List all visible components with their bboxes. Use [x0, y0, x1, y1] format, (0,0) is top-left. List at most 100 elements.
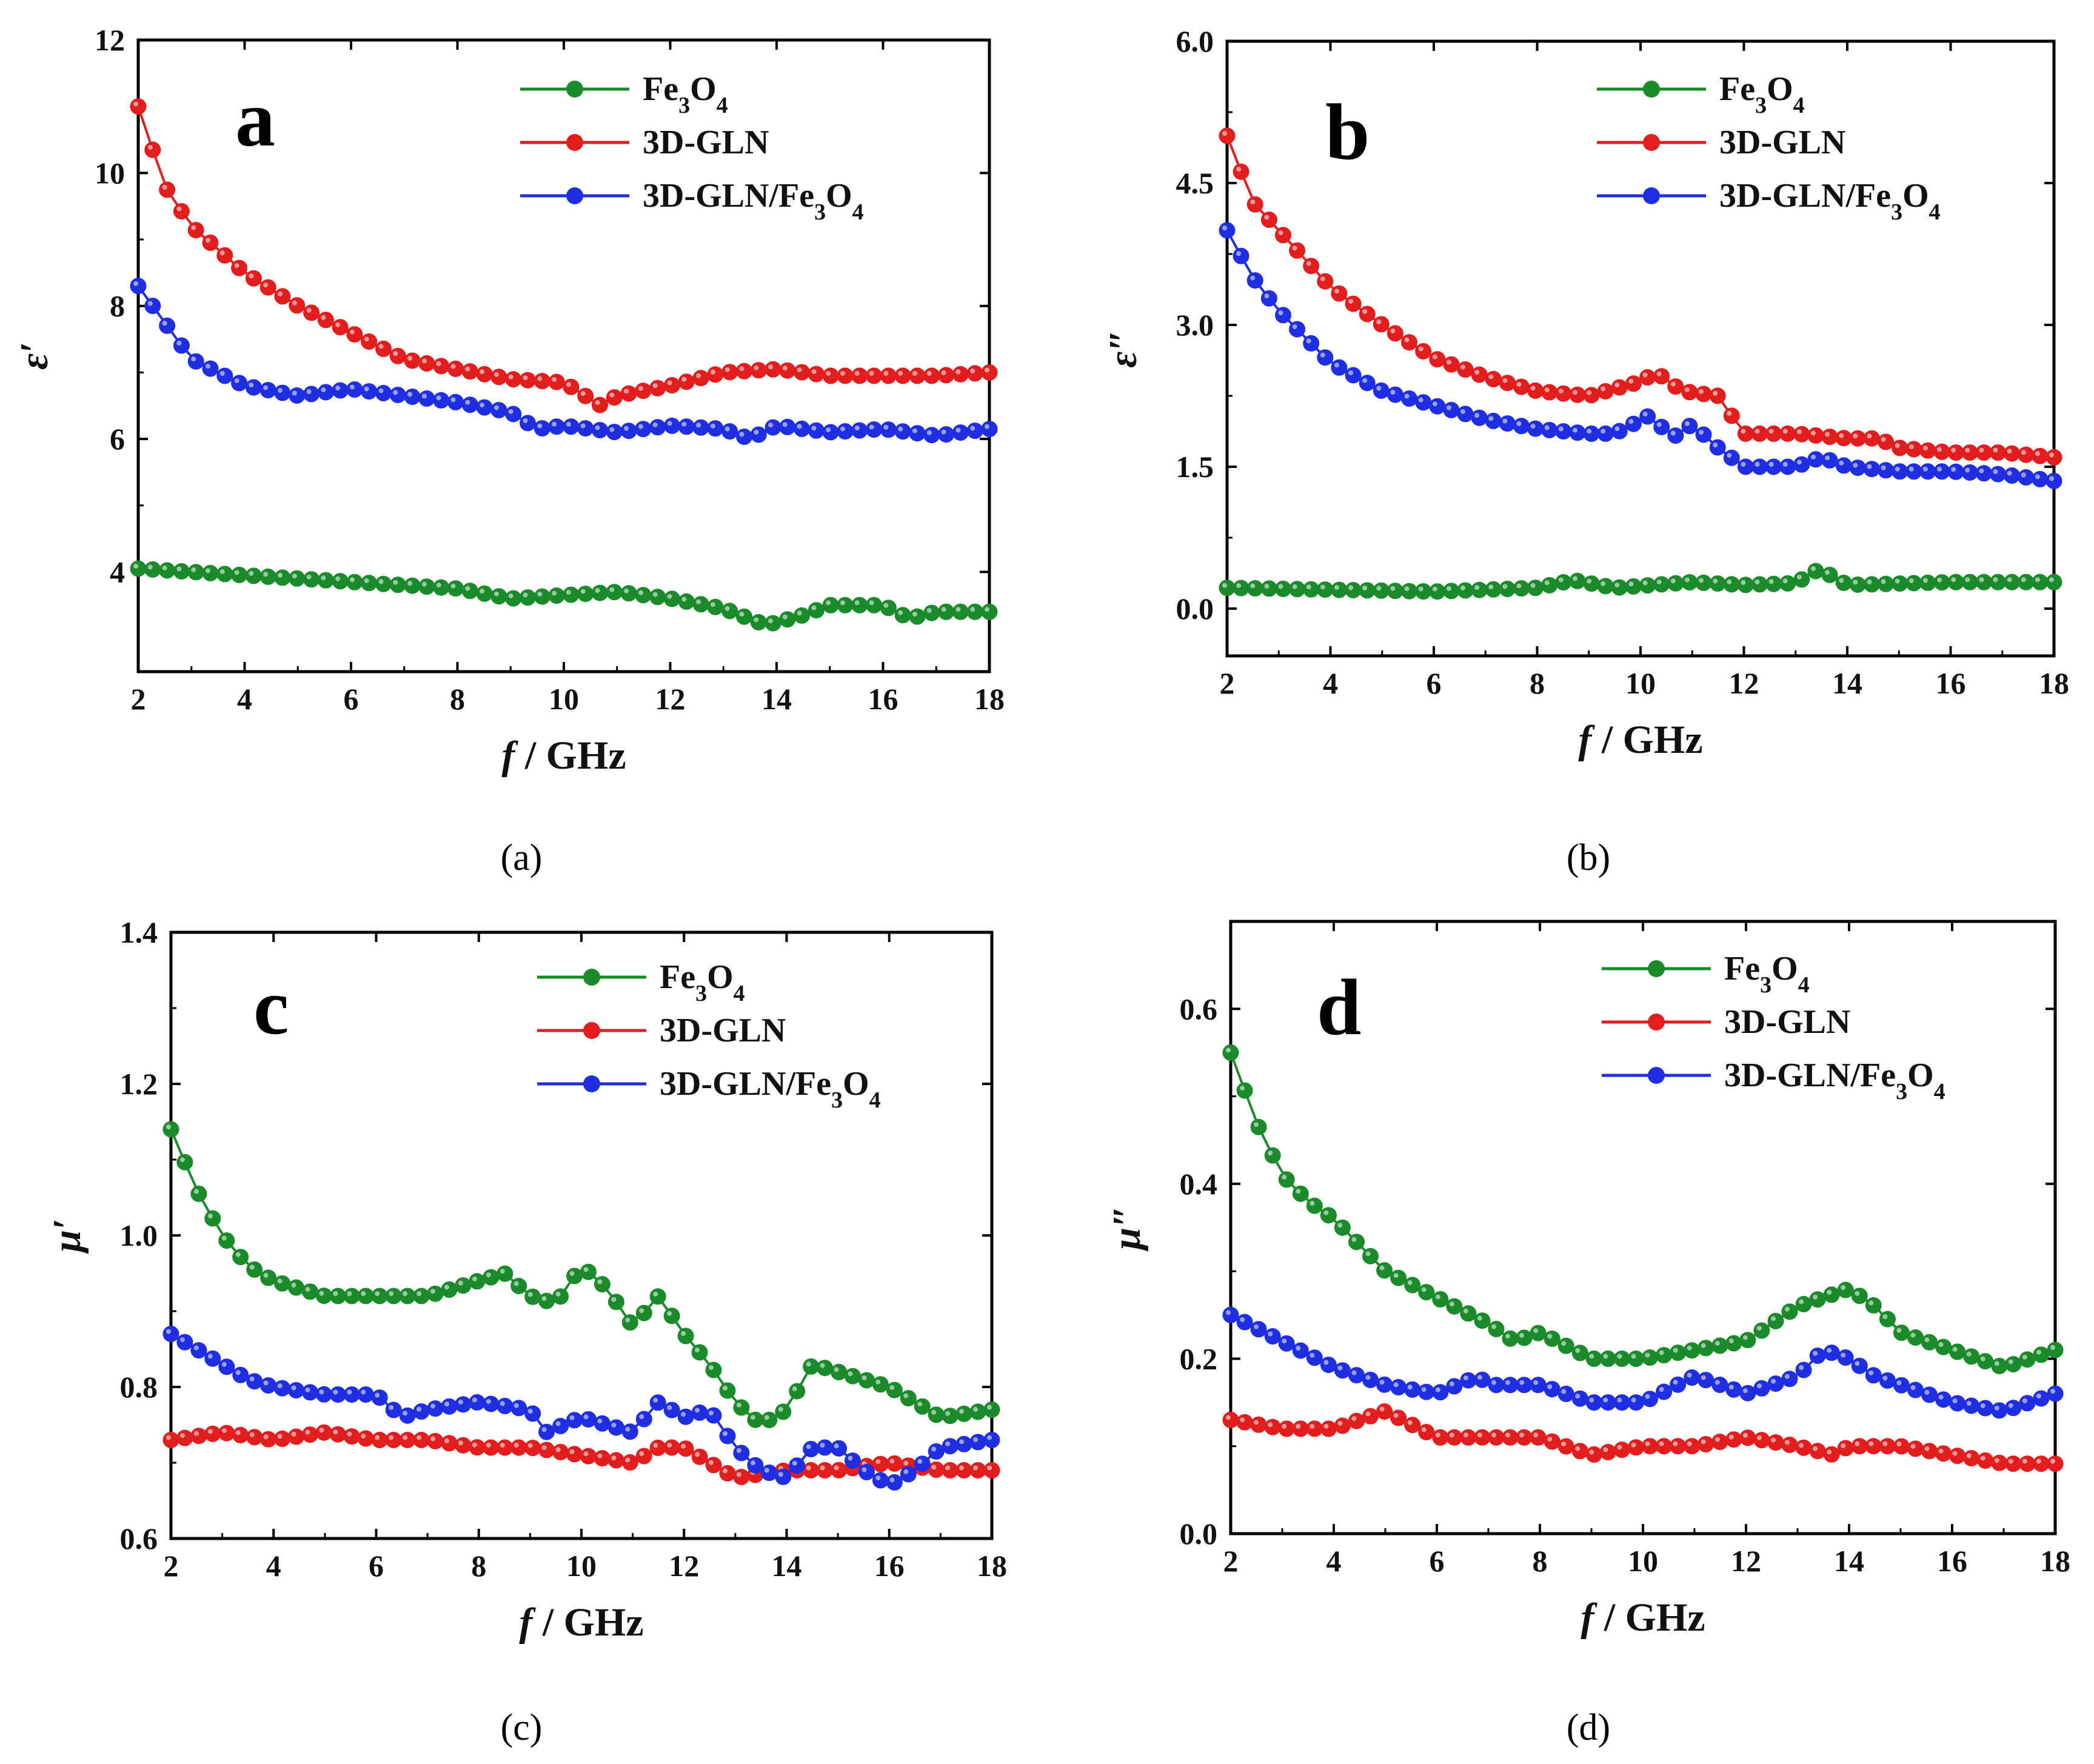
data-point	[1907, 1329, 1924, 1346]
data-point	[1317, 273, 1334, 290]
data-point-highlight	[1741, 429, 1746, 434]
data-point	[764, 615, 781, 632]
data-point	[1837, 1281, 1854, 1298]
data-point	[497, 1265, 513, 1282]
data-point	[1919, 574, 1936, 591]
data-point	[678, 418, 695, 435]
data-point	[274, 288, 291, 305]
data-point	[538, 1442, 555, 1458]
data-point	[1250, 1118, 1267, 1135]
data-point	[803, 1462, 820, 1478]
data-point	[955, 1435, 972, 1452]
data-point	[692, 370, 709, 387]
data-point-highlight	[1896, 1328, 1902, 1333]
legend-label: 3D-GLN	[1719, 124, 1845, 161]
data-point-highlight	[1334, 362, 1339, 368]
data-point	[1429, 351, 1446, 368]
data-point-highlight	[1561, 1442, 1567, 1446]
data-point	[343, 1428, 360, 1445]
data-point	[1835, 457, 1852, 474]
data-point-highlight	[1631, 1354, 1636, 1359]
data-point	[1502, 1429, 1519, 1446]
data-point	[302, 1384, 318, 1401]
data-point-highlight	[834, 1367, 839, 1372]
data-point	[1557, 1337, 1574, 1354]
data-point	[190, 1428, 207, 1445]
data-point	[1376, 1376, 1393, 1393]
data-point-highlight	[903, 1460, 909, 1466]
data-point	[315, 1288, 332, 1305]
x-tick-label: 10	[1625, 666, 1656, 700]
data-point	[176, 1334, 193, 1351]
data-point	[1376, 1403, 1393, 1420]
data-point-highlight	[133, 564, 138, 569]
data-point-highlight	[291, 1432, 296, 1437]
x-tick-label: 12	[669, 1549, 699, 1583]
data-point-highlight	[2021, 450, 2026, 455]
x-tick-label: 6	[1427, 666, 1442, 700]
data-point	[375, 340, 392, 357]
data-point	[1793, 426, 1810, 443]
data-point-highlight	[176, 566, 182, 572]
data-point	[563, 378, 580, 395]
data-point	[1331, 581, 1348, 598]
data-point	[524, 1288, 541, 1305]
data-point	[2018, 469, 2035, 486]
data-point-highlight	[597, 1453, 603, 1458]
data-point	[505, 371, 522, 388]
y-tick-label: 1.0	[120, 1218, 158, 1252]
data-point-highlight	[552, 590, 557, 596]
data-point	[1711, 1337, 1728, 1354]
data-point-highlight	[263, 1380, 269, 1386]
data-point	[1684, 1369, 1701, 1386]
data-point	[900, 1466, 917, 1483]
data-point	[190, 1342, 207, 1359]
data-point	[938, 603, 955, 620]
data-point-highlight	[333, 1291, 338, 1296]
data-point	[1320, 1420, 1337, 1437]
data-point-highlight	[263, 572, 269, 577]
data-point	[1443, 402, 1460, 418]
data-point-highlight	[778, 1406, 783, 1412]
data-point	[1345, 582, 1362, 598]
data-point-highlight	[1825, 432, 1830, 437]
data-point-highlight	[1393, 1273, 1399, 1278]
data-point-highlight	[1811, 566, 1816, 572]
data-point-highlight	[2022, 1398, 2027, 1403]
data-point-highlight	[1617, 1445, 1622, 1450]
data-point	[404, 352, 421, 369]
data-point-highlight	[1268, 1331, 1273, 1337]
data-point-highlight	[1881, 436, 1886, 442]
data-point-highlight	[695, 1348, 700, 1352]
data-point	[455, 1277, 472, 1294]
data-point-highlight	[1533, 1432, 1539, 1438]
data-point	[1387, 386, 1403, 403]
data-point	[1975, 465, 1992, 482]
data-point	[736, 362, 752, 379]
data-point	[1418, 1383, 1435, 1400]
data-point-highlight	[1614, 383, 1620, 388]
data-point	[664, 590, 680, 607]
panel-letter: a	[235, 74, 275, 163]
legend-marker	[566, 187, 583, 204]
data-point	[837, 423, 854, 440]
data-point-highlight	[1813, 1446, 1818, 1451]
data-point-highlight	[465, 399, 470, 405]
data-point	[303, 386, 320, 403]
data-point-highlight	[566, 590, 571, 595]
data-point	[894, 367, 911, 384]
data-point	[1670, 1438, 1687, 1455]
data-point	[385, 1288, 402, 1305]
data-point	[520, 415, 536, 432]
data-point-highlight	[403, 1411, 408, 1416]
data-point-highlight	[1323, 1360, 1329, 1365]
data-point	[858, 1464, 875, 1480]
data-point-highlight	[1477, 1432, 1482, 1438]
data-point-highlight	[1938, 1448, 1944, 1454]
data-point-highlight	[580, 391, 586, 396]
data-point-highlight	[653, 1397, 658, 1403]
data-point	[1432, 1384, 1449, 1401]
data-point-highlight	[2035, 451, 2040, 456]
data-point	[505, 590, 522, 607]
data-point	[923, 427, 940, 444]
